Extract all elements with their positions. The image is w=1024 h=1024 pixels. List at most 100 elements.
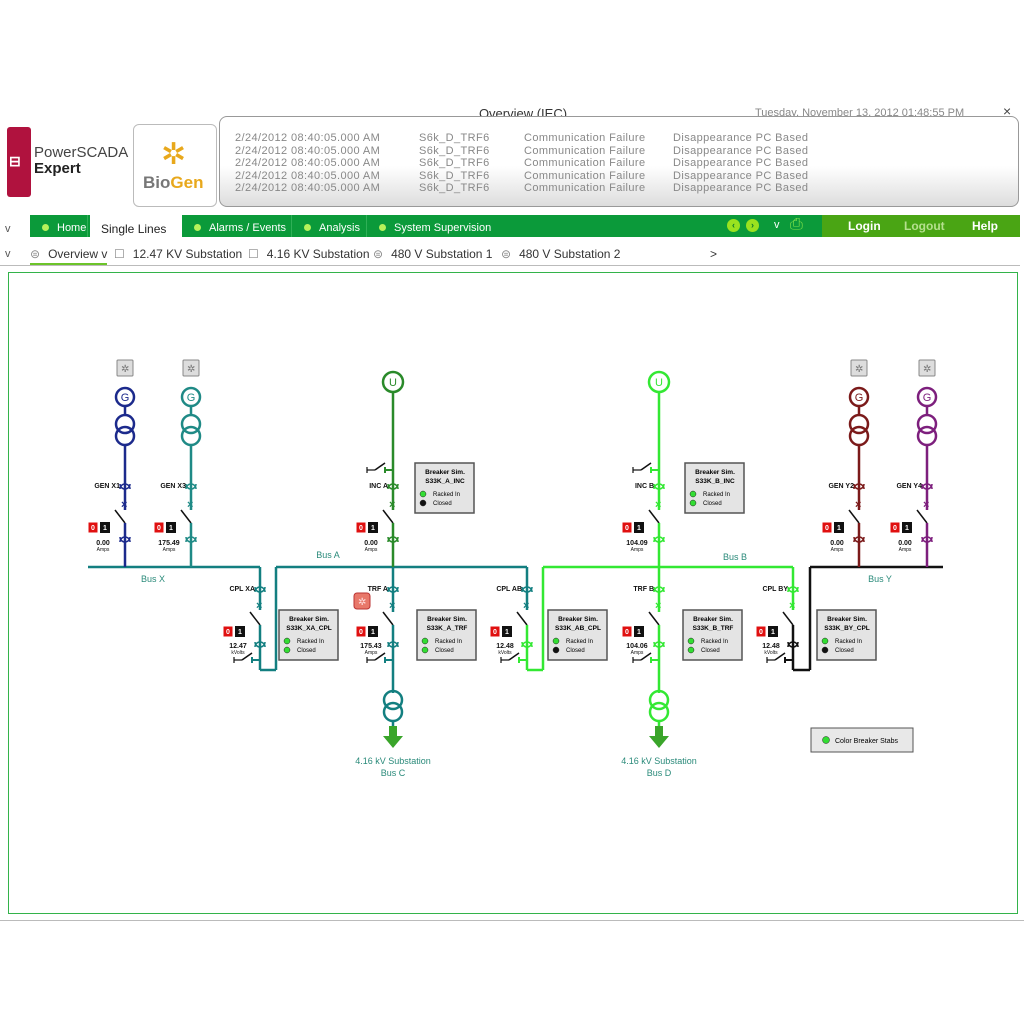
status-label: Racked In	[297, 639, 324, 645]
alarm-type: Communication Failure	[524, 169, 646, 182]
breaker-sim-panel[interactable]: Breaker Sim. S33K_XA_CPL Racked In Closed	[278, 609, 339, 661]
fan-icon[interactable]: ✲	[182, 359, 200, 377]
status-led-icon	[687, 646, 695, 654]
current-transformer-icon	[653, 641, 665, 648]
tab-system-supervision[interactable]: System Supervision	[367, 215, 497, 237]
breaker-sim-panel[interactable]: Breaker Sim. S33K_A_TRF Racked In Closed	[416, 609, 477, 661]
current-transformer-icon	[787, 641, 799, 648]
breaker-label: INC B	[635, 483, 654, 490]
generator-icon[interactable]	[180, 386, 202, 408]
current-transformer-icon	[185, 536, 197, 543]
utility-icon[interactable]	[381, 370, 405, 394]
subnav-12-47kv[interactable]: ☐ 12.47 KV Substation	[114, 247, 243, 261]
open-button: 0	[493, 629, 497, 636]
subnav-4-16kv[interactable]: ☐ 4.16 KV Substation	[248, 247, 370, 261]
measurement-unit: Amps	[831, 547, 844, 553]
powerscada-logo-icon: ⊟	[7, 127, 31, 197]
status-dot-icon	[304, 224, 311, 231]
breaker-sim-panel[interactable]: Breaker Sim. S33K_BY_CPL Racked In Closed	[816, 609, 877, 661]
utility-icon[interactable]	[647, 370, 671, 394]
tab-alarms-events[interactable]: Alarms / Events	[182, 215, 292, 237]
breaker-sim-id: S33K_A_INC	[425, 478, 465, 485]
feeder-arrow-icon	[649, 726, 669, 748]
status-led-icon	[421, 637, 429, 645]
breaker-x-icon: ×	[923, 499, 929, 511]
current-transformer-icon	[387, 586, 399, 593]
current-transformer-icon	[653, 536, 665, 543]
open-button: 0	[625, 525, 629, 532]
breaker-sim-panel[interactable]: Breaker Sim. S33K_AB_CPL Racked In Closed	[547, 609, 608, 661]
breaker-x-icon: ×	[855, 499, 861, 511]
calendar-icon: ☐	[248, 247, 259, 261]
fan-icon[interactable]: ✲	[918, 359, 936, 377]
color-breaker-stabs-button[interactable]: Color Breaker Stabs	[810, 727, 914, 753]
login-button[interactable]: Login	[848, 219, 881, 233]
fan-icon[interactable]: ✲	[116, 359, 134, 377]
back-arrow-icon[interactable]: ‹	[727, 219, 740, 232]
history-chevron-icon[interactable]: v	[774, 219, 780, 231]
alarm-device: S6k_D_TRF6	[419, 132, 490, 144]
logout-button[interactable]: Logout	[904, 219, 945, 233]
close-button: 1	[103, 525, 107, 532]
switch-blade-icon	[382, 611, 394, 626]
measurement-value: 12.48	[496, 643, 514, 650]
transformer-icon	[848, 425, 870, 447]
switch-blade-icon	[516, 611, 528, 626]
ground-switch-icon	[640, 652, 652, 661]
close-button: 1	[905, 525, 909, 532]
status-led-icon	[552, 637, 560, 645]
alarm-banner[interactable]: 2/24/2012 08:40:05.000 AM S6k_D_TRF6 Commu…	[219, 116, 1019, 207]
alarm-type: Communication Failure	[524, 157, 646, 169]
breaker-sim-panel[interactable]: Breaker Sim. S33K_A_INC Racked In Closed	[414, 462, 475, 514]
current-transformer-icon	[119, 536, 131, 543]
source-symbol: G	[187, 392, 196, 404]
status-label: Racked In	[835, 639, 862, 645]
current-transformer-icon	[387, 586, 399, 593]
help-button[interactable]: Help	[972, 219, 999, 233]
alarm-fan-icon[interactable]: ✲	[353, 592, 371, 610]
generator-icon[interactable]	[848, 386, 870, 408]
subnav-overview[interactable]: ⊜ Overview v	[30, 247, 108, 265]
current-transformer-icon	[787, 586, 799, 593]
collapse-nav-chevron-icon[interactable]: v	[5, 223, 11, 235]
current-transformer-icon	[254, 641, 266, 648]
status-label: Racked In	[433, 492, 460, 498]
tab-analysis[interactable]: Analysis	[292, 215, 367, 237]
breaker-sim-title: Breaker Sim.	[427, 616, 467, 623]
breaker-sim-panel[interactable]: Breaker Sim. S33K_B_INC Racked In Closed	[684, 462, 745, 514]
tab-home[interactable]: Home	[30, 215, 88, 237]
ground-switch-icon	[774, 652, 786, 661]
close-button[interactable]: ×	[1003, 103, 1012, 119]
open-button: 0	[226, 629, 230, 636]
legend-label: Color Breaker Stabs	[835, 738, 899, 745]
current-transformer-icon	[787, 641, 799, 648]
generator-icon[interactable]	[916, 386, 938, 408]
generator-icon[interactable]	[114, 386, 136, 408]
fan-icon[interactable]: ✲	[850, 359, 868, 377]
close-button: 1	[169, 525, 173, 532]
alarm-device: S6k_D_TRF6	[419, 169, 490, 182]
measurement-unit: Amps	[899, 547, 912, 553]
breaker-sim-panel[interactable]: Breaker Sim. S33K_B_TRF Racked In Closed	[682, 609, 743, 661]
collapse-subnav-chevron-icon[interactable]: v	[5, 248, 11, 260]
tab-single-lines[interactable]: Single Lines	[90, 215, 182, 237]
breaker-sim-id: S33K_XA_CPL	[286, 625, 332, 632]
current-transformer-icon	[387, 536, 399, 543]
print-icon[interactable]: ⎙	[790, 216, 803, 233]
source-symbol: U	[389, 377, 397, 389]
subnav-480v-1[interactable]: ⊜ 480 V Substation 1	[373, 247, 493, 261]
subnav-more-arrow[interactable]: >	[710, 247, 718, 261]
subnav-480v-2[interactable]: ⊜ 480 V Substation 2	[501, 247, 621, 261]
forward-arrow-icon[interactable]: ›	[746, 219, 759, 232]
